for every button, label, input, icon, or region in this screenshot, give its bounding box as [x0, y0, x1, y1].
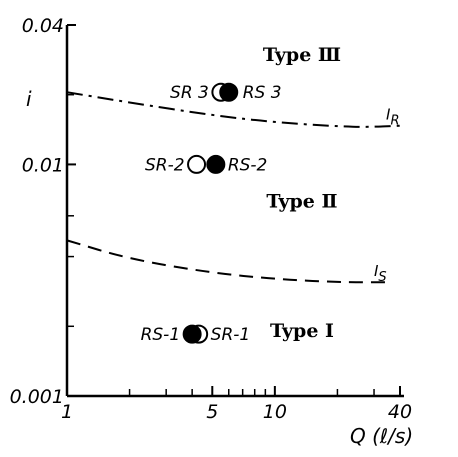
point-rs-3	[219, 82, 239, 102]
curve-ir	[66, 91, 401, 128]
region-labels: Type Ⅲ Type Ⅱ Type Ⅰ	[263, 44, 341, 342]
curve-label-ir: IR	[386, 106, 399, 129]
region-type-3: Type Ⅲ	[263, 44, 341, 66]
point-label-sr-1: SR-1	[211, 325, 251, 345]
point-rs-1	[182, 324, 202, 344]
y-tick-label: 0.04	[22, 15, 64, 37]
point-label-rs-2: RS-2	[228, 155, 268, 175]
curve-is	[66, 239, 388, 284]
x-tick-label: 1	[61, 401, 73, 423]
y-ticks: 0.001 0.01 0.04	[10, 15, 76, 408]
curve-label-is: IS	[374, 262, 387, 285]
point-label-rs-1: RS-1	[141, 325, 181, 345]
point-label-rs-3: RS 3	[243, 83, 282, 103]
point-sr-2	[187, 154, 207, 174]
plot-axes: 1 5 10 40 0.001 0.01 0.04	[10, 15, 413, 423]
point-label-sr-3: SR 3	[170, 83, 209, 103]
y-axis-title: i	[26, 87, 32, 111]
x-tick-label: 40	[388, 401, 412, 423]
region-type-2: Type Ⅱ	[266, 191, 337, 213]
x-ticks: 1 5 10 40	[61, 386, 412, 423]
axis-titles: i Q (ℓ/s)	[26, 87, 413, 448]
y-tick-label: 0.001	[10, 386, 64, 408]
curves: IR IS	[66, 91, 401, 285]
x-tick-label: 10	[263, 401, 287, 423]
data-points: SR-1 RS-1 SR-2 RS-2 SR 3 RS 3	[141, 82, 282, 345]
region-type-1: Type Ⅰ	[270, 320, 334, 342]
y-tick-label: 0.01	[22, 154, 64, 176]
point-rs-2	[206, 154, 226, 174]
point-label-sr-2: SR-2	[145, 155, 185, 175]
x-axis-title: Q (ℓ/s)	[350, 424, 413, 448]
x-tick-label: 5	[206, 401, 218, 423]
